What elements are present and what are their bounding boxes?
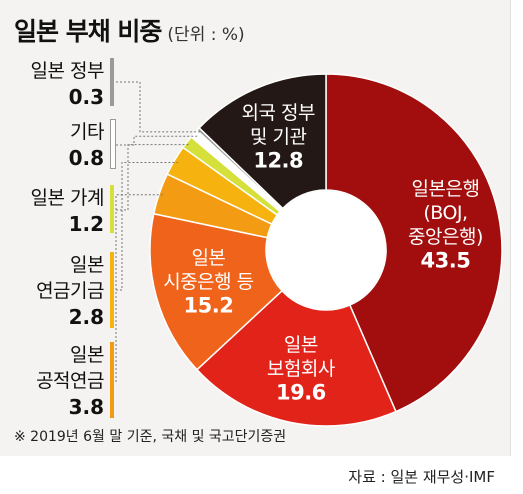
leader-line-1 <box>116 135 197 146</box>
slice-label-8-0: 외국 정부 <box>242 102 315 124</box>
slice-value-2: 15.2 <box>184 294 234 318</box>
legend-bar-pension-fund <box>110 252 114 328</box>
leader-line-3 <box>116 161 178 291</box>
legend-value-household: 1.2 <box>68 212 104 236</box>
legend-label-public-pension-1: 일본 <box>70 344 104 366</box>
legend-bar-household <box>110 185 114 233</box>
legend-bar-gov <box>110 58 114 106</box>
slice-label-1-0: 일본 <box>284 334 318 356</box>
legend-value-gov: 0.3 <box>68 85 104 109</box>
chart-title-block: 일본 부채 비중 (단위 : %) <box>14 12 245 48</box>
slice-value-1: 19.6 <box>276 380 326 404</box>
slice-label-2-0: 일본 <box>191 247 225 269</box>
legend-bar-other <box>110 119 116 169</box>
chart-title: 일본 부채 비중 <box>14 17 162 46</box>
slice-value-8: 12.8 <box>253 149 303 173</box>
slice-label-2-1: 시중은행 등 <box>163 271 253 293</box>
donut-hole <box>267 191 385 309</box>
legend-label-pension-fund-2: 연금기금 <box>36 280 104 302</box>
legend-label-pension-fund-1: 일본 <box>70 254 104 276</box>
legend-label-public-pension-2: 공적연금 <box>36 370 104 392</box>
unit-label: (단위 : %) <box>167 25 245 45</box>
footnote: ※ 2019년 6월 말 기준, 국채 및 국고단기증권 <box>14 429 287 445</box>
slice-8 <box>198 73 327 210</box>
source-note: 자료 : 일본 재무성·IMF <box>348 468 495 486</box>
legend-value-public-pension: 3.8 <box>68 395 104 419</box>
slice-2 <box>149 212 284 371</box>
slice-value-0: 43.5 <box>421 248 471 272</box>
slice-label-8-1: 및 기관 <box>250 126 306 148</box>
legend-value-other: 0.8 <box>68 146 104 170</box>
legend-label-gov: 일본 정부 <box>30 60 105 82</box>
legend-label-household: 일본 가계 <box>30 187 105 209</box>
legend-bar-public-pension <box>110 342 114 418</box>
legend-value-pension-fund: 2.8 <box>68 305 104 329</box>
slice-label-0-2: 중앙은행) <box>408 226 483 248</box>
leader-line-0 <box>116 81 201 133</box>
slice-0 <box>325 73 503 413</box>
slice-label-0-1: (BOJ, <box>423 202 467 224</box>
legend-label-other: 기타 <box>70 121 104 143</box>
slice-1 <box>195 289 397 427</box>
slice-label-1-1: 보험회사 <box>267 358 335 380</box>
slice-label-0-0: 일본은행 <box>412 178 480 200</box>
